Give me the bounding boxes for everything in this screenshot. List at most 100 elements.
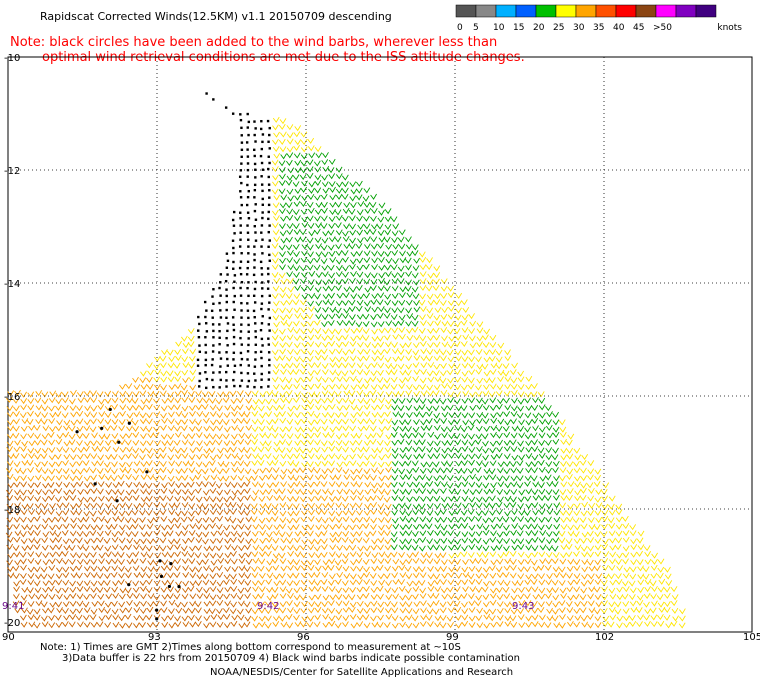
wind-barb (278, 123, 286, 130)
wind-barb (268, 301, 271, 304)
wind-barb (405, 622, 413, 629)
wind-barb (48, 593, 56, 600)
wind-barb (254, 140, 257, 143)
wind-barb (146, 552, 154, 559)
wind-barb (77, 468, 84, 475)
wind-barb (391, 419, 399, 426)
wind-barb (454, 538, 461, 545)
wind-barb (42, 425, 50, 432)
wind-barb (581, 566, 589, 573)
wind-barb (441, 411, 449, 418)
wind-barb (434, 615, 442, 622)
wind-barb (125, 502, 133, 509)
wind-barb (467, 509, 475, 516)
wind-barb (357, 453, 364, 460)
wind-barb (272, 368, 280, 376)
wind-barb (279, 223, 286, 230)
wind-barb (391, 404, 398, 411)
wind-barb (111, 432, 119, 440)
wind-barb (279, 314, 287, 321)
wind-barb (299, 236, 307, 243)
wind-barb (48, 622, 56, 629)
wind-barb (517, 593, 525, 600)
wind-barb (483, 580, 490, 587)
wind-barb (96, 439, 104, 447)
wind-barb (34, 524, 41, 531)
wind-barb (12, 452, 20, 460)
wind-barb (292, 496, 300, 503)
wind-barb (678, 622, 686, 629)
wind-barb (440, 293, 448, 300)
wind-barb (356, 180, 363, 187)
wind-barb (357, 573, 365, 580)
wind-barb (525, 446, 533, 453)
wind-barb-layer (5, 92, 686, 629)
wind-barb (259, 489, 267, 496)
wind-barb (48, 461, 56, 468)
wind-barb (293, 335, 301, 342)
wind-barb (152, 537, 160, 544)
wind-barb (173, 362, 181, 369)
wind-barb (497, 552, 505, 559)
wind-barb (279, 601, 287, 608)
wind-barb (236, 454, 244, 461)
wind-barb (497, 481, 505, 488)
wind-barb (609, 558, 616, 565)
wind-barb (34, 481, 41, 488)
wind-barb (209, 573, 217, 580)
wind-barb (98, 495, 105, 502)
wind-barb (447, 502, 455, 509)
wind-barb (356, 278, 364, 285)
wind-barb (96, 536, 104, 543)
wind-barb (257, 446, 265, 453)
wind-barb (237, 489, 245, 496)
wind-barb (390, 363, 398, 370)
wind-barb (271, 503, 279, 510)
wind-barb (145, 482, 153, 489)
wind-barb (27, 488, 35, 495)
wind-barb (322, 341, 329, 348)
wind-barb (299, 335, 307, 342)
wind-barb (342, 356, 350, 363)
wind-barb (287, 564, 294, 571)
wind-barb (350, 384, 358, 391)
wind-barb (287, 488, 294, 495)
wind-barb (426, 495, 434, 502)
wind-barb (202, 461, 210, 468)
wind-barb (225, 266, 229, 269)
wind-barb (54, 411, 62, 418)
wind-barb (321, 314, 329, 321)
wind-barb (355, 432, 363, 439)
wind-barb (266, 425, 274, 432)
wind-barb (140, 593, 147, 600)
wind-barb (251, 433, 259, 440)
wind-barb (532, 565, 540, 572)
wind-barb (251, 608, 259, 615)
wind-barb (504, 558, 512, 565)
wind-barb (343, 243, 351, 250)
wind-barb (55, 579, 63, 586)
wind-barb (434, 516, 442, 523)
wind-barb (42, 552, 50, 559)
wind-barb (145, 587, 153, 594)
wind-barb (56, 593, 63, 600)
wind-barb (47, 607, 55, 614)
wind-barb (231, 614, 239, 621)
wind-barb (489, 368, 497, 376)
wind-barb (132, 376, 139, 383)
wind-barb (285, 383, 293, 390)
wind-barb (313, 480, 321, 487)
wind-barb (341, 370, 349, 377)
wind-barb (538, 573, 545, 580)
wind-barb (259, 530, 267, 537)
wind-barb (420, 348, 428, 355)
wind-barb (105, 489, 113, 496)
wind-barb (383, 348, 391, 355)
wind-barb (202, 538, 209, 545)
wind-barb (328, 600, 335, 607)
wind-barb (90, 586, 98, 593)
wind-barb (293, 271, 300, 279)
wind-barb (56, 419, 63, 426)
wind-barb (406, 481, 414, 488)
wind-barb (280, 468, 288, 475)
